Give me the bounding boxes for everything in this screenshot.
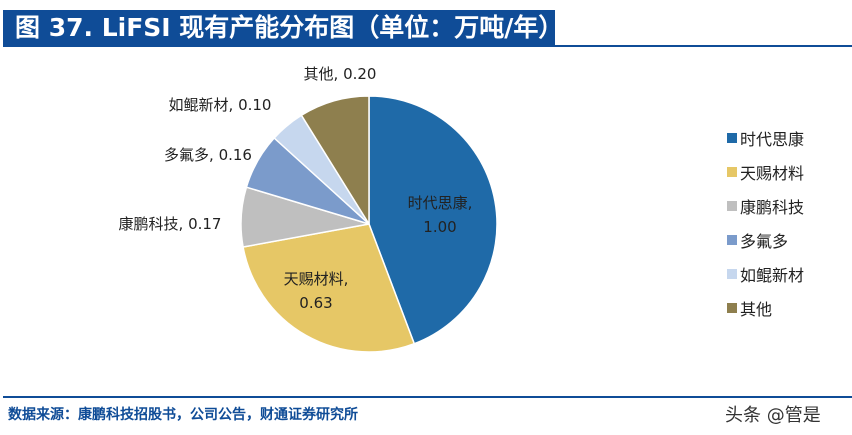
legend-item: 天赐材料 bbox=[727, 160, 804, 184]
legend-label: 时代思康 bbox=[740, 130, 805, 149]
pie-slice-0 bbox=[368, 95, 498, 345]
legend-swatch bbox=[727, 303, 737, 313]
legend-item: 其他 bbox=[727, 296, 772, 320]
data-label: 如鲲新材, 0.10 bbox=[169, 96, 272, 114]
data-label: 天赐材料, 0.63 bbox=[284, 270, 349, 312]
divider bbox=[3, 45, 852, 47]
legend-item: 时代思康 bbox=[727, 126, 804, 150]
legend-item: 多氟多 bbox=[727, 228, 788, 252]
legend-swatch bbox=[727, 269, 737, 279]
legend-item: 康鹏科技 bbox=[727, 194, 804, 218]
legend-label: 其他 bbox=[740, 300, 773, 319]
legend-item: 如鲲新材 bbox=[727, 262, 804, 286]
chart-title: 图 37. LiFSI 现有产能分布图（单位：万吨/年） bbox=[3, 10, 563, 45]
legend-swatch bbox=[727, 235, 737, 245]
legend-swatch bbox=[727, 167, 737, 177]
legend-label: 多氟多 bbox=[740, 232, 789, 251]
watermark: 头条 @管是 bbox=[725, 405, 821, 426]
legend-swatch bbox=[727, 133, 737, 143]
legend-swatch bbox=[727, 201, 737, 211]
data-label: 康鹏科技, 0.17 bbox=[119, 215, 222, 233]
data-label: 多氟多, 0.16 bbox=[164, 146, 252, 164]
legend-label: 如鲲新材 bbox=[740, 266, 805, 285]
data-label: 时代思康, 1.00 bbox=[408, 194, 473, 236]
source-note: 数据来源：康鹏科技招股书，公司公告，财通证券研究所 bbox=[8, 407, 358, 423]
divider bbox=[3, 396, 852, 398]
pie-slice-5 bbox=[300, 95, 370, 227]
legend-label: 天赐材料 bbox=[740, 164, 805, 183]
pie-slice-1 bbox=[242, 223, 416, 353]
data-label: 其他, 0.20 bbox=[304, 65, 377, 83]
legend-label: 康鹏科技 bbox=[740, 198, 805, 217]
